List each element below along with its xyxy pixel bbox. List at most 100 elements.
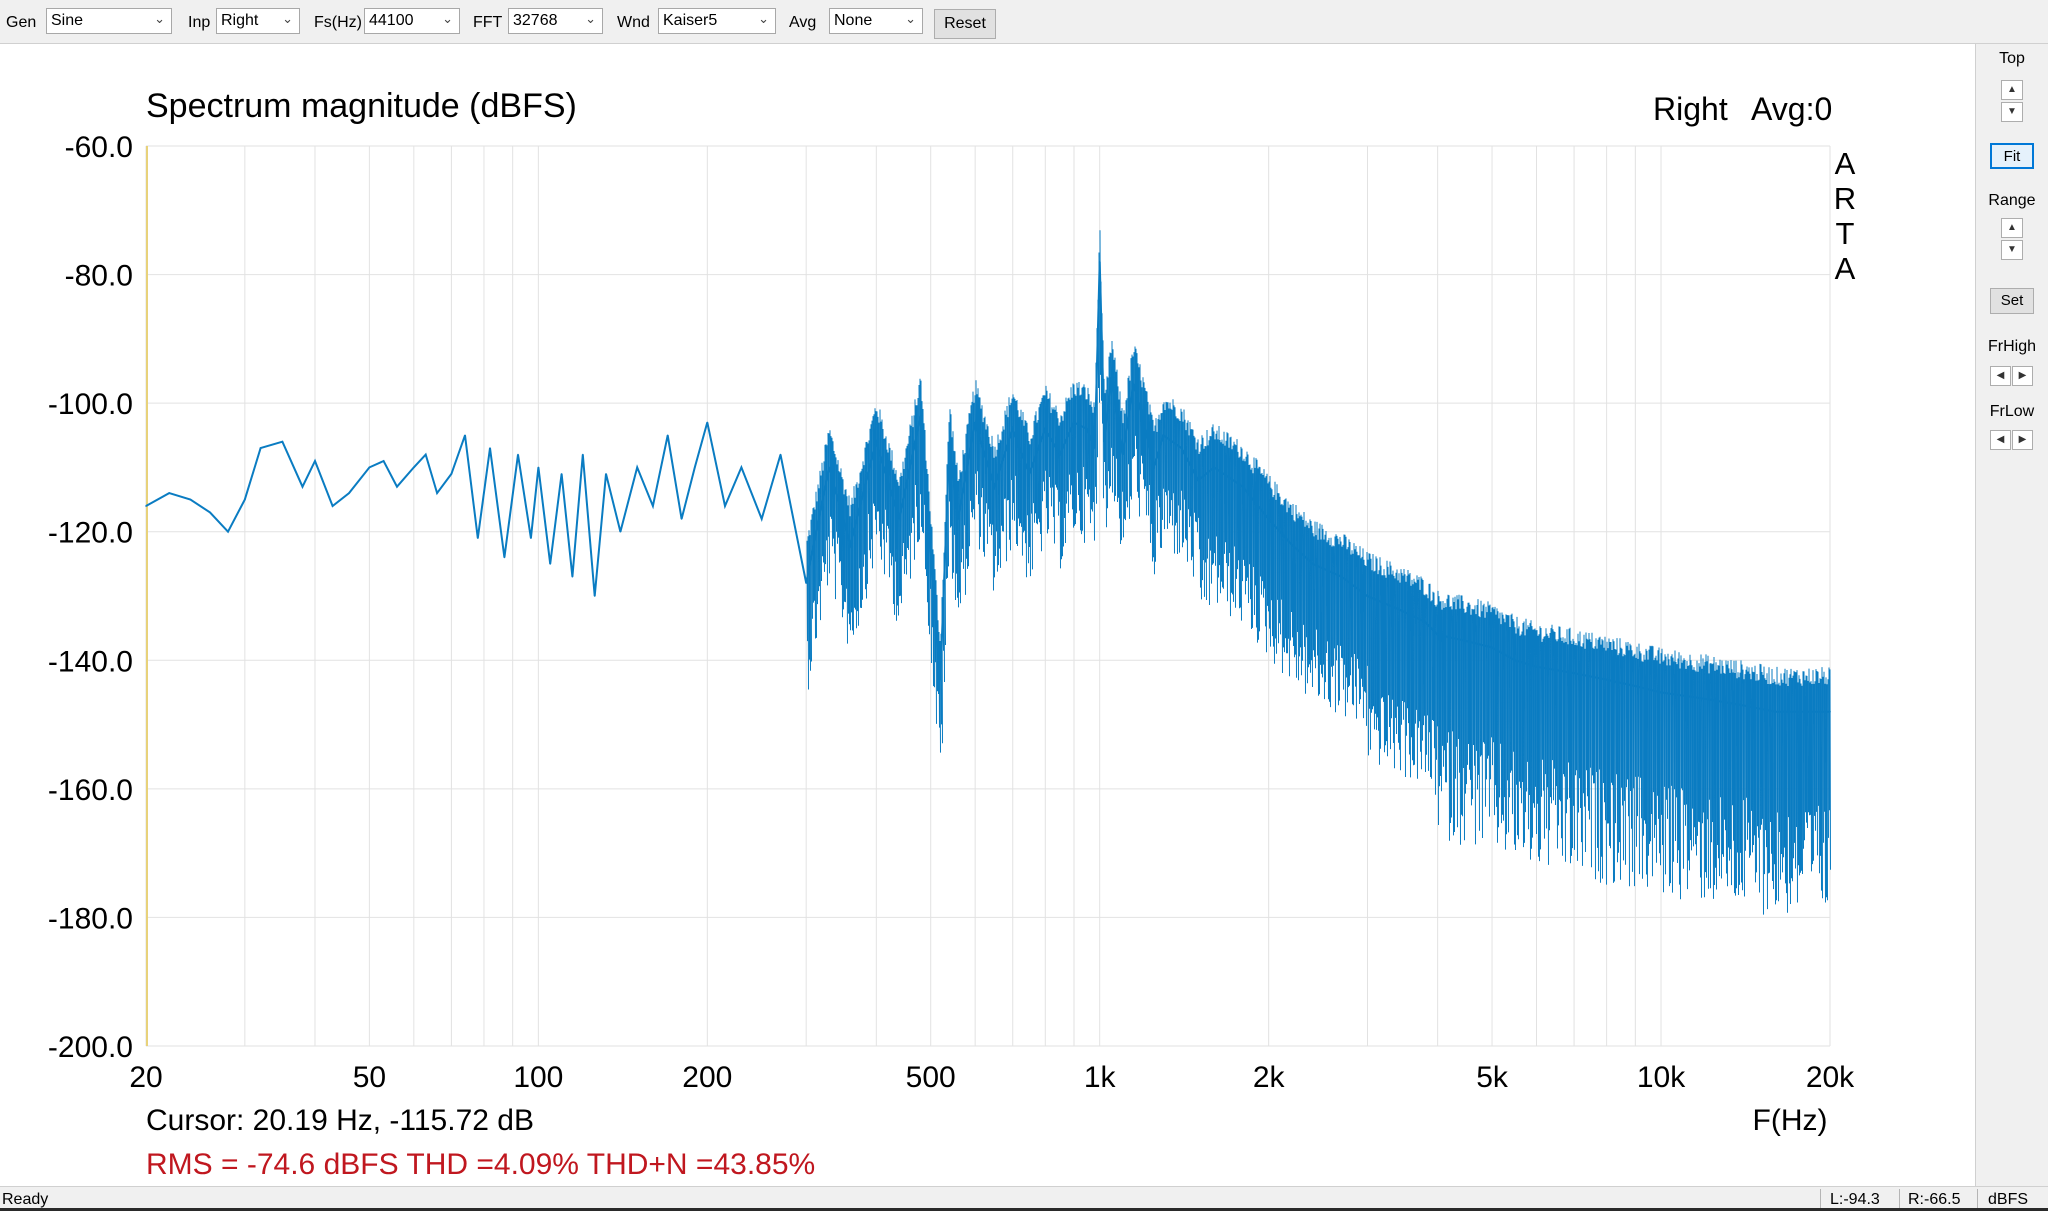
triangle-down-icon: ▼ bbox=[2007, 106, 2017, 117]
data-point bbox=[1491, 646, 1493, 649]
x-axis-label: F(Hz) bbox=[1753, 1104, 1828, 1137]
data-point bbox=[1094, 447, 1096, 449]
data-point bbox=[993, 485, 996, 488]
arta-logo-letter-1: A bbox=[1835, 146, 1856, 181]
frlow-right-button[interactable]: ▶ bbox=[2012, 430, 2033, 450]
data-point bbox=[1535, 665, 1538, 668]
data-point bbox=[1028, 473, 1031, 475]
top-up-button[interactable]: ▲ bbox=[2001, 80, 2023, 100]
y-tick-labels: -60.0 -80.0 -100.0 -120.0 -140.0 -160.0 -180.0… bbox=[48, 131, 133, 1064]
top-down-button[interactable]: ▼ bbox=[2001, 102, 2023, 122]
frhigh-left-button[interactable]: ◀ bbox=[1990, 366, 2011, 386]
data-point bbox=[1424, 620, 1426, 623]
data-point bbox=[331, 505, 334, 507]
data-point bbox=[1044, 428, 1047, 430]
chart-title: Spectrum magnitude (dBFS) bbox=[146, 87, 577, 125]
range-up-button[interactable]: ▲ bbox=[2001, 218, 2023, 238]
spectrum-plot-area[interactable]: -60.0 -80.0 -100.0 -120.0 -140.0 -160.0 -180.0… bbox=[0, 44, 1976, 1186]
wnd-select[interactable]: Kaiser5 ⌄ bbox=[658, 8, 776, 34]
data-point bbox=[939, 678, 942, 681]
frlow-left-button[interactable]: ◀ bbox=[1990, 430, 2011, 450]
data-point bbox=[1267, 518, 1270, 520]
range-label: Range bbox=[1988, 192, 2036, 209]
data-point bbox=[1122, 453, 1124, 456]
triangle-up-icon: ▲ bbox=[2007, 222, 2017, 233]
data-point bbox=[450, 473, 453, 475]
data-point bbox=[1180, 447, 1183, 449]
series-group bbox=[145, 230, 1831, 915]
frlow-label: FrLow bbox=[1989, 403, 2035, 420]
triangle-right-icon: ▶ bbox=[2018, 434, 2027, 445]
data-point bbox=[464, 434, 466, 437]
data-point bbox=[680, 518, 683, 520]
data-point bbox=[1162, 434, 1165, 437]
data-point bbox=[1397, 608, 1399, 610]
data-point bbox=[227, 530, 229, 533]
fs-select[interactable]: 44100 ⌄ bbox=[364, 8, 460, 34]
data-point bbox=[503, 556, 506, 559]
data-point bbox=[636, 466, 638, 469]
data-point bbox=[619, 530, 622, 533]
data-point bbox=[168, 492, 170, 494]
chevron-down-icon: ⌄ bbox=[905, 11, 916, 26]
range-down-button[interactable]: ▼ bbox=[2001, 240, 2023, 260]
data-point bbox=[724, 505, 726, 507]
frhigh-right-button[interactable]: ▶ bbox=[2012, 366, 2033, 386]
x-tick-label: 20 bbox=[129, 1061, 162, 1094]
data-point bbox=[259, 447, 262, 449]
data-point bbox=[948, 440, 951, 443]
fft-select[interactable]: 32768 ⌄ bbox=[508, 8, 603, 34]
data-point bbox=[898, 518, 901, 520]
inp-select[interactable]: Right ⌄ bbox=[216, 8, 300, 34]
set-button[interactable]: Set bbox=[1990, 288, 2034, 314]
data-point bbox=[779, 453, 782, 456]
data-point bbox=[1197, 479, 1200, 482]
wnd-value: Kaiser5 bbox=[663, 12, 718, 29]
reset-button[interactable]: Reset bbox=[934, 9, 996, 39]
x-tick-label: 20k bbox=[1806, 1061, 1855, 1094]
data-point bbox=[1059, 453, 1061, 456]
data-point bbox=[1086, 428, 1088, 430]
data-point bbox=[1143, 421, 1145, 424]
grid-lines bbox=[145, 145, 1831, 1047]
data-point bbox=[368, 466, 371, 469]
fit-button[interactable]: Fit bbox=[1990, 143, 2034, 169]
data-point bbox=[537, 466, 540, 469]
data-point bbox=[1110, 376, 1113, 379]
data-point bbox=[1465, 640, 1468, 642]
y-tick-label: -60.0 bbox=[65, 131, 133, 164]
data-point bbox=[1774, 710, 1777, 713]
x-tick-label: 2k bbox=[1253, 1061, 1286, 1094]
data-point bbox=[281, 440, 284, 443]
data-point bbox=[1213, 466, 1216, 469]
fft-value: 32768 bbox=[513, 12, 558, 29]
data-point bbox=[920, 415, 922, 417]
data-point bbox=[1573, 672, 1575, 674]
data-point bbox=[974, 421, 976, 424]
data-point bbox=[740, 466, 743, 469]
y-tick-label: -120.0 bbox=[48, 517, 133, 550]
data-point bbox=[436, 492, 438, 494]
x-tick-label: 500 bbox=[906, 1061, 956, 1094]
x-tick-label: 100 bbox=[513, 1061, 563, 1094]
data-point bbox=[652, 505, 654, 507]
x-tick-label: 10k bbox=[1637, 1061, 1686, 1094]
data-point bbox=[145, 505, 147, 507]
data-point bbox=[314, 460, 316, 462]
data-point bbox=[1704, 698, 1707, 700]
triangle-up-icon: ▲ bbox=[2007, 84, 2017, 95]
y-tick-label: -80.0 bbox=[65, 260, 133, 293]
x-tick-label: 200 bbox=[682, 1061, 732, 1094]
wnd-label: Wnd bbox=[617, 14, 650, 31]
data-point bbox=[849, 543, 852, 546]
x-tick-label: 1k bbox=[1084, 1061, 1117, 1094]
data-point bbox=[1291, 543, 1293, 546]
cursor-readout: Cursor: 20.19 Hz, -115.72 dB bbox=[146, 1104, 534, 1137]
x-tick-labels: 20 50 100 200 500 1k 2k 5k 10k 20k bbox=[129, 1061, 1855, 1094]
data-point bbox=[1133, 383, 1135, 385]
data-point bbox=[549, 563, 551, 565]
avg-select[interactable]: None ⌄ bbox=[829, 8, 923, 34]
spectrum-chart[interactable]: -60.0 -80.0 -100.0 -120.0 -140.0 -160.0 -180.0… bbox=[0, 44, 1975, 1186]
inp-label: Inp bbox=[188, 14, 211, 31]
gen-select[interactable]: Sine ⌄ bbox=[46, 8, 172, 34]
